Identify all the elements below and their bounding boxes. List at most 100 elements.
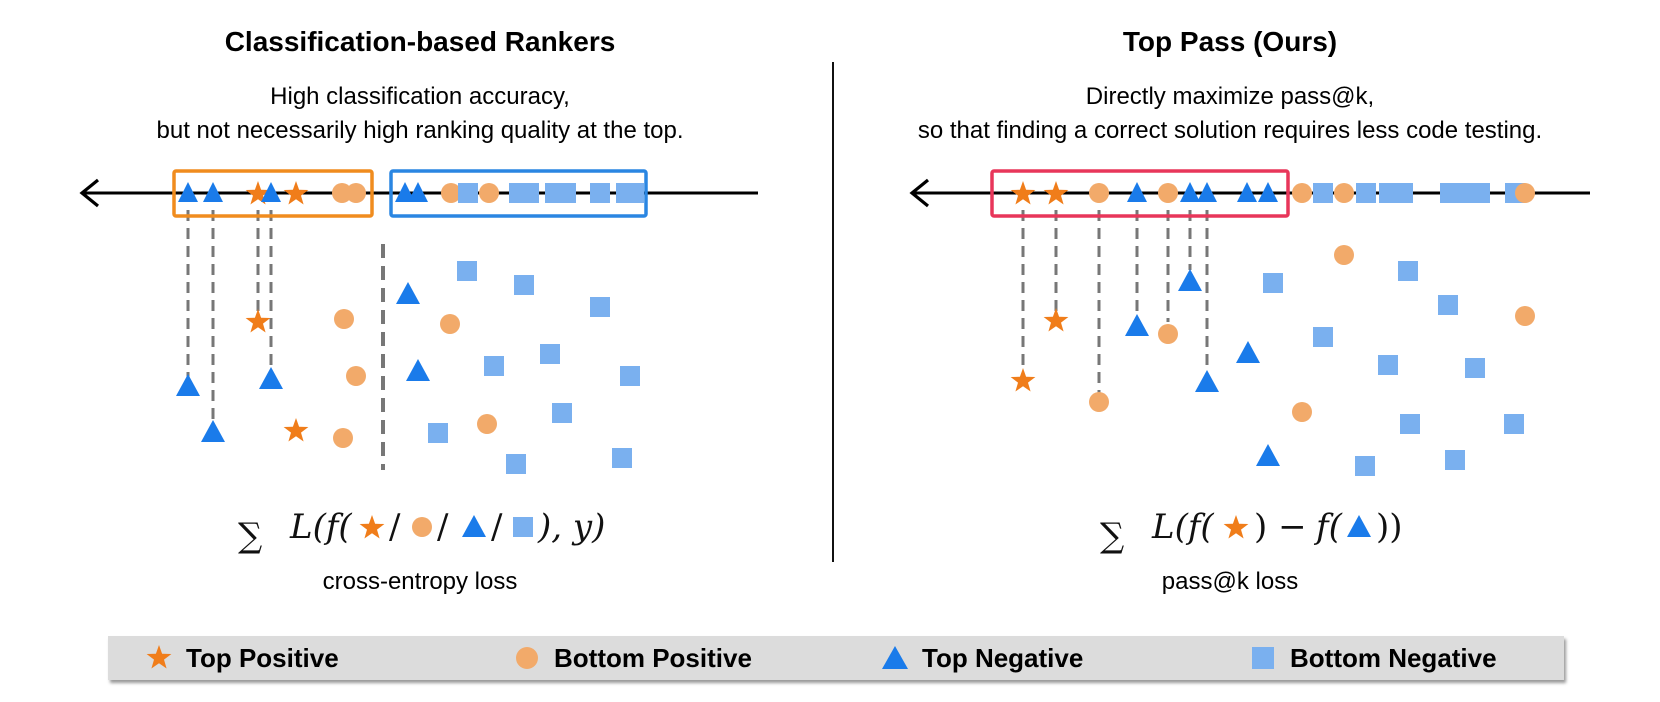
triangle-icon: [406, 359, 430, 381]
circle-icon: [346, 183, 366, 203]
formula-text: ) −: [1254, 507, 1307, 547]
formula-text: ), y): [537, 507, 605, 547]
circle-icon: [1292, 183, 1312, 203]
square-icon: [513, 517, 533, 537]
square-icon: [1263, 273, 1283, 293]
arrow-left-icon: [909, 178, 930, 208]
left-loss-caption: cross-entropy loss: [322, 568, 518, 595]
circle-icon: [440, 314, 460, 334]
square-icon: [506, 454, 526, 474]
star-icon: [1223, 515, 1249, 539]
left-scatter-points: [176, 261, 640, 474]
triangle-icon: [1178, 269, 1202, 291]
circle-icon: [332, 183, 352, 203]
legend-label: Bottom Positive: [554, 642, 752, 673]
square-icon: [612, 448, 632, 468]
formula-text: /: [491, 507, 503, 547]
square-icon: [458, 183, 478, 203]
circle-icon: [1515, 183, 1535, 203]
right-panel-title: Top Pass (Ours): [1122, 26, 1338, 57]
legend-bottom-positive: Bottom Positive: [512, 636, 752, 680]
circle-icon: [1334, 183, 1354, 203]
legend-top-negative: Top Negative: [880, 636, 1083, 680]
predicted-negative-box: [389, 169, 648, 218]
legend-top-positive: Top Positive: [144, 636, 339, 680]
square-icon: [1504, 414, 1524, 434]
right-subtitle-line2: so that finding a correct solution requi…: [917, 117, 1543, 144]
predicted-positive-box: [172, 169, 374, 218]
circle-icon: [479, 183, 499, 203]
right-loss-caption: pass@k loss: [1161, 568, 1299, 595]
star-icon: [359, 515, 385, 539]
circle-icon: [441, 183, 461, 203]
right-panel-subtitle: Directly maximize pass@k, so that findin…: [860, 80, 1600, 148]
triangle-icon: [201, 420, 225, 442]
triangle-icon: [1127, 182, 1147, 202]
triangle-icon: [1197, 182, 1217, 202]
triangle-icon: [203, 182, 223, 202]
formula-text: L(f(: [1151, 507, 1214, 547]
square-icon: [1252, 647, 1274, 669]
left-panel-subtitle: High classification accuracy, but not ne…: [90, 80, 750, 148]
square-icon: [1313, 183, 1333, 203]
circle-icon: [1158, 183, 1178, 203]
formula-text: /: [437, 507, 449, 547]
triangle-icon: [1125, 314, 1149, 336]
square-icon: [1356, 183, 1376, 203]
square-icon: [457, 261, 477, 281]
left-dashed-links: [186, 210, 273, 422]
right-scatter-points: [1010, 245, 1535, 476]
formula-text: f(: [1313, 507, 1343, 547]
formula-text: /: [389, 507, 401, 547]
left-subtitle-line2: but not necessarily high ranking quality…: [156, 117, 684, 144]
square-icon: [1445, 450, 1465, 470]
panel-divider: [832, 62, 834, 562]
triangle-icon: [1347, 515, 1371, 537]
square-icon: [1355, 456, 1375, 476]
square-icon: [1465, 358, 1485, 378]
triangle-icon: [396, 282, 420, 304]
square-icon: [1470, 183, 1490, 203]
circle-icon: [412, 517, 432, 537]
triangle-icon: [1256, 444, 1280, 466]
circle-icon: [516, 647, 538, 669]
square-icon: [1378, 355, 1398, 375]
left-axis-items: [178, 181, 644, 205]
triangle-icon: [259, 367, 283, 389]
star-icon: [1043, 181, 1069, 205]
circle-icon: [477, 414, 497, 434]
triangle-icon: [462, 515, 486, 537]
triangle-icon: [1258, 182, 1278, 202]
square-icon: [590, 297, 610, 317]
circle-icon: [1515, 306, 1535, 326]
triangle-icon: [882, 646, 908, 669]
star-icon: [245, 309, 271, 333]
triangle-icon: [1236, 341, 1260, 363]
circle-icon: [346, 366, 366, 386]
square-icon: [519, 183, 539, 203]
star-icon: [1010, 368, 1036, 392]
triangle-icon: [408, 182, 428, 202]
square-icon: [514, 275, 534, 295]
triangle-icon: [178, 182, 198, 202]
sum-symbol: ∑: [1100, 516, 1124, 556]
sum-symbol: ∑: [238, 516, 262, 556]
top-k-box: [990, 169, 1290, 218]
square-icon: [620, 366, 640, 386]
triangle-icon: [395, 182, 415, 202]
circle-icon: [1158, 324, 1178, 344]
circle-icon: [1089, 183, 1109, 203]
square-icon: [1393, 183, 1413, 203]
square-icon: [1400, 414, 1420, 434]
triangle-icon: [1237, 182, 1257, 202]
circle-icon: [1334, 245, 1354, 265]
right-subtitle-line1: Directly maximize pass@k,: [1085, 83, 1375, 110]
formula-text: L(f(: [289, 507, 352, 547]
star-icon: [283, 418, 309, 442]
right-axis-items: [1010, 181, 1535, 205]
square-icon: [1398, 261, 1418, 281]
star-icon: [1043, 308, 1069, 332]
star-icon: [283, 181, 309, 205]
triangle-icon: [176, 374, 200, 396]
